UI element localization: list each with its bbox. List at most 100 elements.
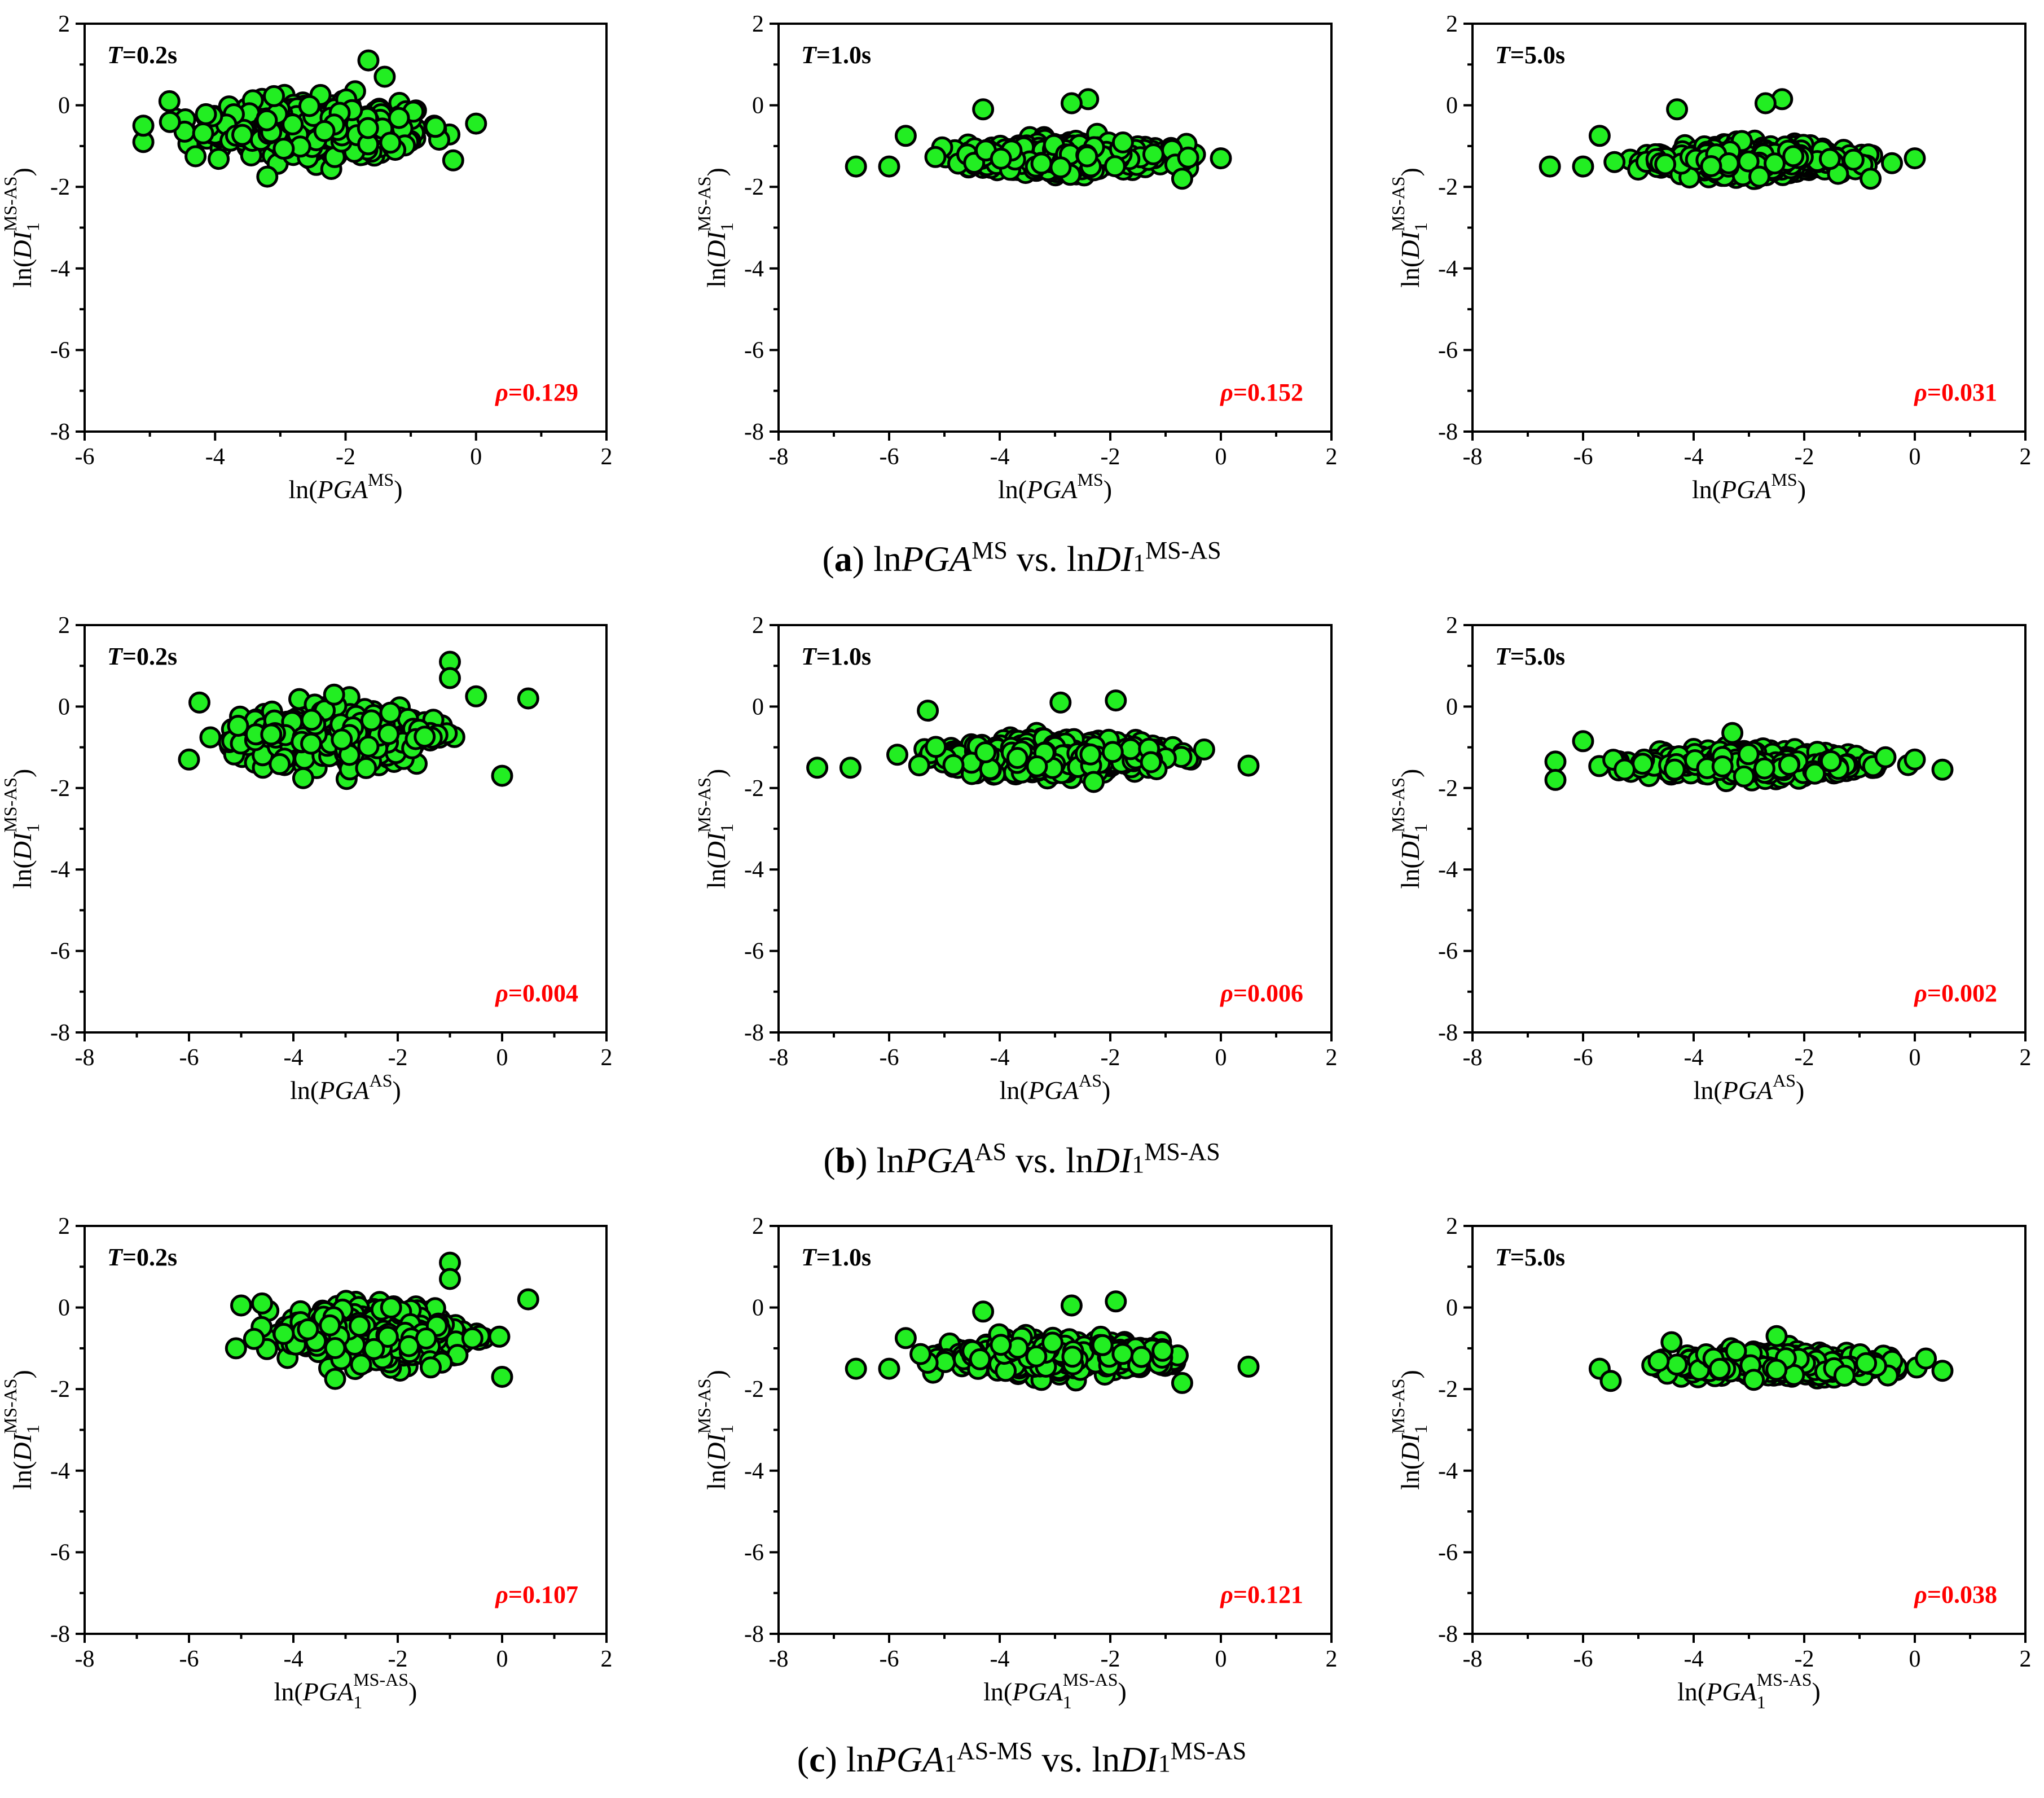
data-point [1931,758,1954,781]
panel-period-label: T=1.0s [801,41,871,69]
data-point [1111,1343,1134,1365]
scatter-panel-3: -8 -6 -4 -2 0 2 -8 -6 -4 -2 0 2 T=0.2s ρ=0.004 ln(PGAA… [0,613,613,1105]
data-point [380,1296,402,1319]
data-point [1708,1357,1731,1380]
data-point [297,1318,319,1340]
data-point [488,1325,511,1348]
points-layer [178,650,539,790]
y-tick-label: 2 [1446,11,1458,37]
points-layer [1588,1325,1954,1392]
data-point [231,124,253,146]
data-point [159,111,181,133]
data-point [195,103,217,125]
data-point [491,764,513,787]
data-point [1140,751,1162,773]
plot-frame [83,624,608,1034]
panel-period-label: T=1.0s [801,643,871,670]
data-point [1660,1331,1683,1353]
x-tick-label: 0 [1909,444,1921,470]
data-point [388,107,410,129]
data-point [461,1327,483,1349]
x-tick-label: -2 [388,1045,408,1071]
x-axis-title: ln(PGAMS) [998,469,1112,504]
data-point [878,1357,900,1380]
y-tick-label: 2 [1446,613,1458,639]
data-point [1539,155,1561,178]
correlation-label: ρ=0.129 [494,379,578,406]
x-tick-label: -4 [1684,444,1704,470]
data-point [1193,738,1215,760]
y-tick-label: 2 [58,613,70,639]
correlation-label: ρ=0.038 [1913,1581,1997,1608]
data-point [972,98,995,121]
y-tick-label: -2 [1438,174,1458,200]
data-point [925,736,947,758]
data-point [1076,145,1098,168]
x-tick-label: -2 [336,444,355,470]
y-tick-label: -8 [744,419,764,445]
data-point [1119,738,1142,760]
data-point [1041,1331,1063,1354]
y-tick-label: -6 [1438,337,1458,363]
x-tick-label: -8 [75,1646,95,1672]
scatter-panel-2: -8 -6 -4 -2 0 2 -8 -6 -4 -2 0 2 T=5.0s ρ=0.031 ln(PGAM… [1388,11,2032,504]
x-tick-label: 0 [1215,444,1227,470]
y-axis-title: ln(DI1MS-AS) [1388,168,1431,288]
x-tick-label: 2 [1326,1646,1338,1672]
x-tick-label: -2 [1101,444,1120,470]
data-point [1881,152,1903,174]
data-point [188,691,210,714]
data-point [1030,152,1053,175]
data-point [990,1334,1012,1356]
x-tick-label: -4 [990,444,1010,470]
y-tick-label: -8 [744,1020,764,1046]
correlation-label: ρ=0.002 [1913,979,1997,1007]
y-tick-label: -2 [1438,776,1458,802]
y-tick-label: -4 [744,256,764,282]
panel-period-label: T=0.2s [107,643,177,670]
data-point [256,109,278,131]
data-point [1754,92,1777,115]
data-point [1599,1370,1622,1392]
data-point [420,1356,442,1379]
data-point [260,723,283,746]
data-point [1700,155,1722,177]
data-point [1647,1350,1670,1372]
data-point [1663,758,1686,781]
data-point [990,147,1012,170]
x-tick-label: 2 [1326,444,1338,470]
y-tick-label: -6 [744,1540,764,1566]
data-point [886,744,908,766]
plot-frame [777,23,1333,433]
x-tick-label: 2 [1326,1045,1338,1071]
y-tick-label: -4 [1438,1458,1458,1484]
data-point [491,1366,513,1388]
data-point [1904,147,1926,170]
data-point [1915,1347,1937,1370]
data-point [208,148,230,170]
data-point [1177,146,1199,169]
data-point [184,145,207,168]
x-tick-label: -4 [284,1646,304,1672]
y-tick-label: 2 [58,1214,70,1239]
data-point [1764,152,1786,175]
data-point [355,757,377,779]
data-point [263,85,285,107]
data-point [1753,757,1775,780]
panel-period-label: T=5.0s [1495,41,1565,69]
scatter-panel-4: -8 -6 -4 -2 0 2 -8 -6 -4 -2 0 2 T=1.0s ρ=0.006 ln(PGAA… [694,613,1338,1105]
x-tick-label: -6 [75,444,95,470]
x-axis-title: ln(PGA1MS-AS) [983,1669,1127,1712]
data-point [1130,1346,1153,1368]
data-point [845,1357,867,1380]
x-tick-label: -6 [179,1646,199,1672]
data-point [192,122,214,144]
data-point [1819,750,1842,772]
data-point [1765,1359,1788,1381]
y-tick-label: 0 [752,93,764,119]
data-point [319,1314,341,1337]
data-point [227,715,249,737]
data-point [357,117,379,139]
data-point [1237,1355,1260,1378]
data-point [1818,148,1841,170]
